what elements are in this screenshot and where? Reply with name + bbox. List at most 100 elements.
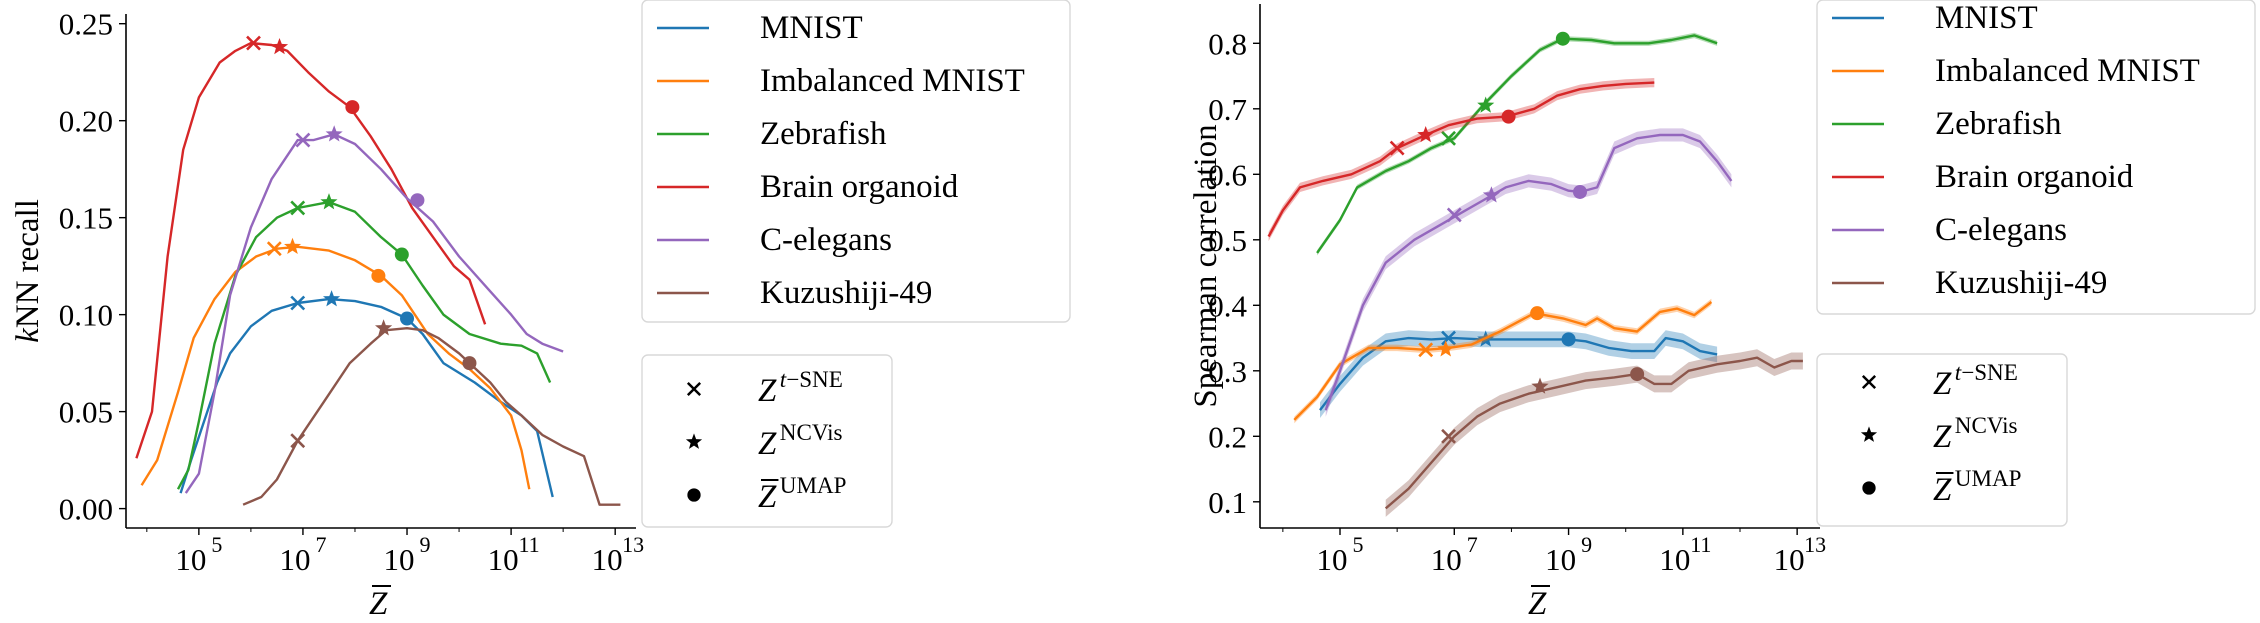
marker-ncvis-imbalanced-mnist <box>1437 340 1455 357</box>
marker-umap-brain-organoid <box>345 100 360 115</box>
marker-umap-zebrafish <box>1555 31 1570 46</box>
band-zebrafish <box>1317 32 1718 256</box>
legend-marker-label-t-sne: Z <box>758 373 777 409</box>
x-tick-label: 10 <box>1431 542 1462 577</box>
x-tick-label: 10 <box>279 542 310 577</box>
marker-umap-imbalanced-mnist <box>371 268 386 283</box>
marker-tsne-brain-organoid <box>246 35 261 51</box>
line-c-elegans <box>184 133 564 494</box>
x-tick-label-exp: 13 <box>1804 532 1826 557</box>
legend-label-mnist: MNIST <box>760 10 863 46</box>
marker-umap-kuzushiji-49 <box>462 356 477 371</box>
legend-series: MNIST Imbalanced MNIST Zebrafish Brain orga… <box>641 0 1071 323</box>
x-tick-label: 10 <box>1545 542 1576 577</box>
legend-label-kuzushiji-49: Kuzushiji-49 <box>760 275 932 311</box>
series-mnist <box>179 290 554 498</box>
legend-marker-frame <box>1816 353 2068 527</box>
line-zebrafish <box>1316 34 1718 254</box>
marker-ncvis-mnist <box>323 290 341 307</box>
series-zebrafish <box>1316 31 1718 256</box>
x-tick-label-exp: 5 <box>211 532 222 557</box>
x-tick-label-exp: 5 <box>1353 532 1364 557</box>
legend-frame <box>641 0 1071 323</box>
y-axis-label: kNN recall <box>10 199 46 343</box>
y-tick-label: 0.15 <box>59 201 113 236</box>
legend-label-zebrafish: Zebrafish <box>760 116 887 152</box>
legend-marker-x <box>1861 374 1877 390</box>
y-tick-label: 0.4 <box>1208 288 1247 323</box>
legend-marker-label-ncvis: Z <box>1933 419 1952 455</box>
series-kuzushiji-49 <box>242 319 621 506</box>
x-tick-label-exp: 7 <box>315 532 326 557</box>
marker-tsne-kuzushiji-49 <box>1441 428 1456 444</box>
series-c-elegans <box>184 125 564 494</box>
x-tick-label-exp: 11 <box>519 532 540 557</box>
legend-label-brain-organoid: Brain organoid <box>1935 159 2134 195</box>
series-c-elegans <box>1324 128 1733 417</box>
line-brain-organoid <box>135 41 487 459</box>
y-tick-label: 0.2 <box>1208 419 1247 454</box>
marker-ncvis-brain-organoid <box>271 38 289 55</box>
legend-marker-star <box>685 433 703 449</box>
legend-marker-label-umap: Z <box>758 479 777 515</box>
x-tick-label: 10 <box>384 542 415 577</box>
legend-marker-star <box>1860 426 1878 442</box>
marker-tsne-mnist <box>1441 330 1456 346</box>
x-tick-label: 10 <box>1317 542 1348 577</box>
y-tick-label: 0.6 <box>1208 157 1247 192</box>
y-tick-label: 0.5 <box>1208 223 1247 258</box>
marker-tsne-imbalanced-mnist <box>266 241 282 257</box>
x-tick-label-exp: 9 <box>420 532 431 557</box>
x-tick-label: 10 <box>175 542 206 577</box>
line-kuzushiji-49 <box>242 327 621 506</box>
marker-umap-c-elegans <box>410 193 425 208</box>
marker-tsne-zebrafish <box>290 200 306 216</box>
legend-label-c-elegans: C-elegans <box>1935 212 2067 248</box>
legend-marker-circle <box>1862 481 1876 495</box>
marker-ncvis-kuzushiji-49 <box>1531 377 1549 394</box>
legend-label-kuzushiji-49: Kuzushiji-49 <box>1935 265 2107 301</box>
line-kuzushiji-49 <box>1384 356 1803 510</box>
marker-umap-mnist <box>400 311 415 326</box>
legend-label-c-elegans: C-elegans <box>760 222 892 258</box>
series-kuzushiji-49 <box>1384 349 1803 517</box>
line-zebrafish <box>176 200 552 490</box>
marker-ncvis-brain-organoid <box>1417 126 1435 143</box>
y-tick-label: 0.00 <box>59 492 113 527</box>
x-tick-label: 10 <box>488 542 519 577</box>
legend-label-imbalanced-mnist: Imbalanced MNIST <box>760 63 1025 99</box>
marker-umap-zebrafish <box>394 247 409 262</box>
marker-ncvis-zebrafish <box>1477 96 1495 113</box>
series-brain-organoid <box>1267 78 1655 242</box>
series-brain-organoid <box>135 35 487 459</box>
marker-umap-imbalanced-mnist <box>1530 306 1545 321</box>
chart-2: 0.10.20.30.40.50.60.70.810 5 10 7 10 9 10 11 10 1… <box>1188 0 2256 622</box>
y-tick-label: 0.25 <box>59 7 113 42</box>
y-tick-label: 0.3 <box>1208 354 1247 389</box>
series-zebrafish <box>176 193 552 490</box>
legend-label-zebrafish: Zebrafish <box>1935 106 2062 142</box>
series-imbalanced-mnist <box>1293 298 1713 424</box>
legend-marker-label-ncvis: Z <box>758 426 777 462</box>
marker-umap-kuzushiji-49 <box>1630 367 1645 382</box>
legend-marker-label-t-sne: Z <box>1933 366 1952 402</box>
marker-tsne-mnist <box>290 295 306 311</box>
marker-tsne-zebrafish <box>1441 130 1456 146</box>
marker-ncvis-kuzushiji-49 <box>375 319 393 336</box>
marker-tsne-imbalanced-mnist <box>1418 342 1434 358</box>
legend-marker-label-t-sne-sup: t−SNE <box>1955 359 2018 385</box>
x-tick-label: 10 <box>1659 542 1690 577</box>
marker-ncvis-c-elegans <box>325 125 343 142</box>
legend-marker-label-umap-sup: UMAP <box>780 472 847 498</box>
marker-umap-c-elegans <box>1573 184 1587 199</box>
marker-ncvis-c-elegans <box>1482 186 1500 203</box>
legend-marker-label-umap-sup: UMAP <box>1955 465 2022 491</box>
marker-tsne-kuzushiji-49 <box>290 433 306 449</box>
legend-label-mnist: MNIST <box>1935 0 2038 36</box>
x-tick-label-exp: 11 <box>1690 532 1711 557</box>
y-tick-label: 0.7 <box>1208 92 1247 127</box>
band-c-elegans <box>1325 128 1732 417</box>
